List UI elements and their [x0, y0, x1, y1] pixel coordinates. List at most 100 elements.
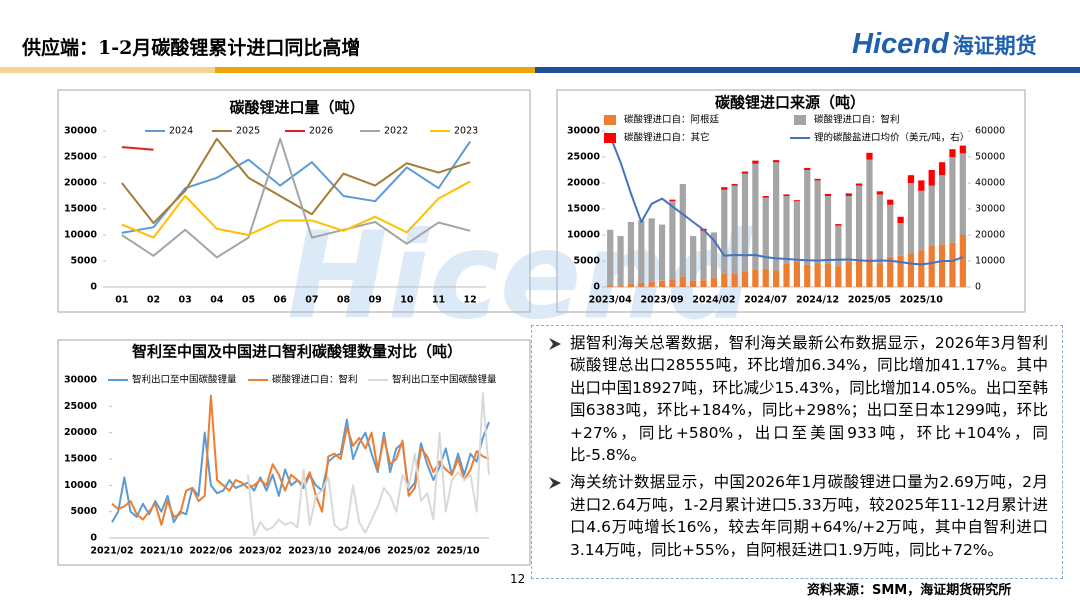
stripe [535, 67, 1080, 73]
logo-text: Hicend [852, 28, 949, 60]
bar [824, 196, 832, 264]
y2-tick-label: 60000 [975, 126, 1005, 137]
y2-tick-label: 10000 [975, 256, 1005, 267]
bar [835, 266, 842, 287]
bar [887, 204, 894, 257]
bar [658, 280, 666, 287]
bar [804, 170, 811, 265]
line-series [609, 135, 964, 266]
y2-tick-label: 0 [975, 282, 981, 293]
bar [928, 245, 935, 287]
x-tick-label: 2021/10 [140, 546, 184, 557]
bar [876, 263, 883, 287]
legend-marker [794, 115, 806, 125]
y2-tick-label: 20000 [975, 230, 1005, 241]
chart-title: 智利至中国及中国进口智利碳酸锂数量对比（吨） [132, 343, 462, 361]
bar [627, 283, 635, 287]
x-tick-label: 02 [147, 295, 160, 306]
bar [804, 264, 811, 287]
x-tick-label: 2025/10 [437, 546, 481, 557]
logo-text: 海证期货 [952, 34, 1037, 58]
bar [907, 253, 915, 287]
bar [866, 159, 873, 259]
bar [866, 152, 873, 160]
logo: Hicend 海证期货 [852, 28, 1037, 61]
y2-tick-label: 50000 [975, 152, 1005, 163]
bar [721, 274, 728, 287]
bar [607, 229, 614, 286]
bar [773, 270, 780, 287]
bullet-text: 海关统计数据显示，中国2026年1月碳酸锂进口量为2.69万吨，2月进口2.64… [570, 473, 1048, 559]
y-tick-label: 5000 [574, 256, 601, 267]
bar [928, 185, 935, 246]
bar [866, 258, 873, 287]
legend-label: 智利出口至中国碳酸锂量 [392, 374, 497, 386]
x-tick-label: 2021/02 [90, 546, 133, 557]
legend-label: 碳酸锂进口自：智利 [272, 374, 358, 386]
bar [669, 201, 676, 280]
bar [876, 191, 883, 195]
x-tick-label: 03 [179, 295, 192, 306]
bar [752, 269, 759, 287]
x-tick-label: 2025/02 [387, 546, 430, 557]
bar [783, 263, 790, 287]
bar [918, 180, 925, 191]
x-tick-label: 2025/05 [848, 295, 891, 306]
bar [949, 242, 956, 287]
bar [617, 285, 624, 287]
bar [721, 189, 728, 274]
bar [731, 184, 738, 186]
x-tick-label: 2022/06 [189, 546, 233, 557]
bar [762, 197, 769, 269]
x-tick-label: 05 [242, 295, 255, 306]
x-tick-label: 01 [115, 295, 128, 306]
bar [752, 163, 759, 270]
bar [938, 244, 946, 287]
bar [658, 224, 666, 281]
x-tick-label: 12 [464, 295, 477, 306]
bar [648, 281, 655, 287]
watermark: Hicend [287, 208, 754, 347]
x-tick-label: 10 [400, 295, 414, 306]
bar [752, 160, 759, 164]
chart-frame [556, 89, 1026, 313]
bar [638, 220, 645, 283]
y-tick-label: 5000 [71, 506, 98, 517]
bar [648, 218, 655, 282]
legend-label: 碳酸锂进口自：阿根廷 [624, 114, 720, 126]
bar [897, 216, 904, 224]
bar [741, 271, 749, 287]
bar [679, 276, 686, 287]
x-tick-label: 2023/02 [239, 546, 282, 557]
x-tick-label: 08 [337, 295, 351, 306]
chart-frame [57, 339, 531, 566]
bullet-text: 据智利海关总署数据，智利海关最新公布数据显示，2026年3月智利碳酸锂总出口28… [570, 334, 1048, 465]
x-tick-label: 2023/04 [589, 295, 633, 306]
y-tick-label: 10000 [567, 230, 600, 241]
legend-label: 2025 [236, 126, 260, 137]
y2-tick-label: 40000 [975, 178, 1005, 189]
bar [918, 190, 925, 251]
line-series [111, 418, 490, 524]
y-tick-label: 15000 [567, 204, 600, 215]
legend-label: 智利出口至中国碳酸锂量 [132, 374, 237, 386]
bar [731, 185, 738, 274]
bar [949, 157, 956, 243]
bar [783, 196, 790, 264]
bar [918, 250, 925, 287]
x-tick-label: 07 [305, 295, 318, 306]
y-tick-label: 20000 [64, 178, 97, 189]
bar [907, 183, 915, 254]
legend-label: 2024 [169, 126, 193, 137]
slide-title: 供应端：1-2月碳酸锂累计进口同比高增 [22, 37, 361, 59]
bar [928, 170, 935, 186]
y-tick-label: 20000 [64, 427, 97, 438]
x-tick-label: 2023/10 [288, 546, 332, 557]
x-tick-label: 2024/02 [692, 295, 735, 306]
bullet-icon [549, 477, 561, 490]
bar [959, 145, 966, 154]
y-tick-label: 0 [90, 533, 97, 544]
legend-label: 2023 [454, 126, 478, 137]
bullet: 海关统计数据显示，中国2026年1月碳酸锂进口量为2.69万吨，2月进口2.64… [548, 471, 1048, 561]
legend-label: 锂的碳酸盐进口均价（美元/吨，右） [814, 132, 969, 144]
